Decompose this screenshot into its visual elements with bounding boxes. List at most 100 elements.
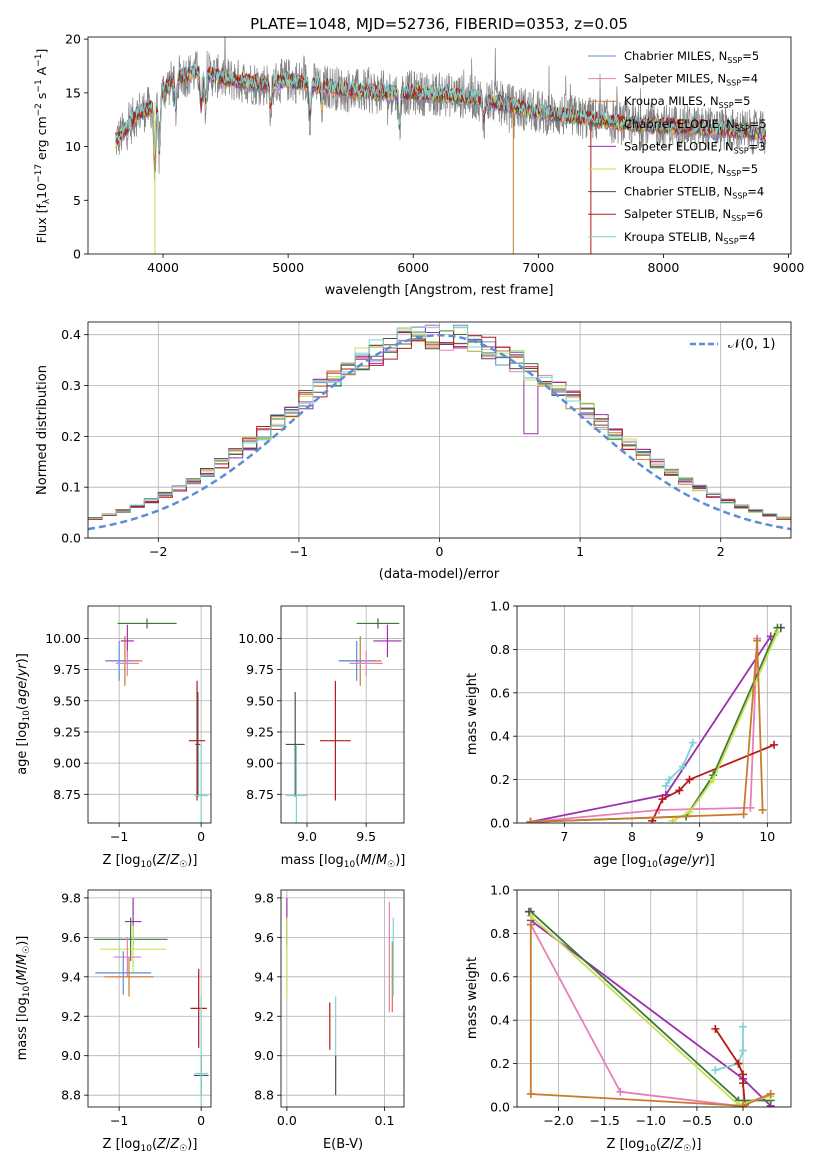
data-point (195, 692, 201, 797)
weight-marker (734, 1059, 743, 1068)
y-tick-label: 9.00 (246, 756, 274, 771)
weight-series (711, 1022, 748, 1075)
y-tick-label: 9.8 (254, 890, 274, 905)
weight-marker (753, 636, 762, 645)
y-tick-label: 0.3 (61, 378, 81, 393)
y-tick-label: 0.8 (490, 642, 510, 657)
y-tick-label: 9.4 (254, 969, 274, 984)
y-tick-label: 0.6 (490, 685, 510, 700)
mass-vs-z-ylabel: mass [log10(M/M☉)] (15, 936, 32, 1061)
x-tick-label: 4000 (147, 260, 179, 275)
y-tick-label: 0.4 (61, 327, 81, 342)
y-tick-label: 5 (73, 193, 81, 208)
data-point (194, 745, 208, 823)
y-tick-label: 8.75 (246, 787, 274, 802)
weight-marker (665, 775, 674, 784)
y-tick-label: 9.75 (53, 662, 81, 677)
y-tick-label: 0.4 (490, 729, 510, 744)
weight-series (526, 634, 762, 823)
data-point (285, 692, 305, 797)
x-tick-label: 6000 (397, 260, 429, 275)
y-tick-label: 0.1 (61, 480, 81, 495)
y-tick-label: 0.2 (61, 429, 81, 444)
weight-series (524, 907, 533, 916)
x-tick-label: 8000 (648, 260, 680, 275)
weight-line (530, 627, 779, 823)
y-tick-label: 9.50 (246, 693, 274, 708)
weight-marker (758, 805, 767, 814)
y-tick-label: 9.2 (61, 1009, 81, 1024)
y-tick-label: 0.0 (61, 531, 81, 546)
weight-vs-age-ylabel: mass weight (465, 673, 480, 755)
weight-marker (616, 1087, 625, 1096)
data-point (117, 618, 177, 629)
data-point (104, 957, 154, 997)
weight-marker (526, 912, 535, 921)
y-tick-label: 9.0 (254, 1048, 274, 1063)
weight-marker (739, 1070, 748, 1079)
legend-label: Salpeter STELIB, NSSP=6 (624, 207, 763, 223)
age-vs-mass-panel: 9.0 9.5 8.75 9.00 9.25 9.50 9.75 10.00 mass [lo… (238, 605, 405, 870)
weight-marker (526, 920, 535, 929)
weight-series (526, 636, 767, 823)
residual-legend: 𝒩(0, 1) (690, 337, 775, 352)
mass-vs-z-panel: −1 0 8.8 9.0 9.2 9.4 9.6 9.8 Z [log10(Z/Z☉)] ma… (15, 889, 212, 1154)
y-tick-label: 9.00 (53, 756, 81, 771)
weight-marker (675, 786, 684, 795)
legend-label: Salpeter MILES, NSSP=4 (624, 72, 758, 88)
x-tick-label: 0 (197, 1113, 205, 1128)
weight-vs-z-panel: −2.0 −1.5 −1.0 −0.5 0.0 0.0 0.2 0.4 0.6 0.8 1.0 Z … (465, 883, 792, 1154)
weight-marker (688, 738, 697, 747)
figure-title: PLATE=1048, MJD=52736, FIBERID=0353, z=0… (250, 15, 628, 33)
y-tick-label: 9.2 (254, 1009, 274, 1024)
weight-marker (773, 628, 782, 637)
x-tick-label: −1 (290, 544, 308, 559)
x-tick-label: −1 (110, 1113, 128, 1128)
x-tick-label: 0 (197, 829, 205, 844)
y-tick-label: 10.00 (238, 631, 274, 646)
legend-label: Kroupa ELODIE, NSSP=5 (624, 162, 758, 178)
normal-legend-label: 𝒩(0, 1) (728, 337, 775, 352)
legend-label: Chabrier STELIB, NSSP=4 (624, 185, 764, 201)
y-tick-label: 0.6 (490, 969, 510, 984)
y-tick-label: 9.50 (53, 693, 81, 708)
weight-series (526, 632, 775, 823)
x-tick-label: −2 (149, 544, 167, 559)
legend-label: Salpeter ELODIE, NSSP=3 (624, 139, 766, 155)
data-point (373, 624, 402, 658)
weight-marker (658, 795, 667, 804)
y-tick-label: 1.0 (490, 883, 510, 898)
x-tick-label: 0.1 (375, 1113, 395, 1128)
weight-marker (739, 1046, 748, 1055)
weight-marker (685, 775, 694, 784)
y-tick-label: 9.8 (61, 890, 81, 905)
y-tick-label: 8.8 (254, 1088, 274, 1103)
y-tick-label: 0.2 (490, 1056, 510, 1071)
weight-marker (524, 907, 533, 916)
x-tick-label: 7000 (522, 260, 554, 275)
weight-vs-age-panel: 7 8 9 10 0.0 0.2 0.4 0.6 0.8 1.0 age [log10(age/y… (465, 599, 792, 870)
y-tick-label: 20 (65, 32, 81, 47)
residual-histogram (88, 326, 791, 522)
data-point (194, 994, 208, 1107)
legend-label: Kroupa MILES, NSSP=5 (624, 94, 750, 110)
y-tick-label: 10.00 (45, 631, 81, 646)
mass-vs-ebv-panel: 0.0 0.1 8.8 9.0 9.2 9.4 9.6 9.8 E(B-V) (254, 889, 405, 1152)
x-tick-label: 9000 (773, 260, 805, 275)
weight-marker (711, 1024, 720, 1033)
weight-series (661, 738, 697, 791)
y-tick-label: 9.6 (254, 930, 274, 945)
weight-marker (678, 762, 687, 771)
weight-series (526, 920, 775, 1107)
y-tick-label: 0 (73, 247, 81, 262)
y-tick-label: 0.4 (490, 1013, 510, 1028)
weight-series (526, 623, 782, 823)
x-tick-label: 1 (576, 544, 584, 559)
mass-vs-z-frame (87, 889, 212, 1108)
legend-label: Chabrier MILES, NSSP=5 (624, 49, 759, 65)
age-vs-z-panel: −1 0 8.75 9.00 9.25 9.50 9.75 10.00 Z [log10(Z/… (15, 605, 212, 870)
x-tick-label: −1 (110, 829, 128, 844)
x-tick-label: 9 (696, 829, 704, 844)
y-tick-label: 0.0 (490, 816, 510, 831)
